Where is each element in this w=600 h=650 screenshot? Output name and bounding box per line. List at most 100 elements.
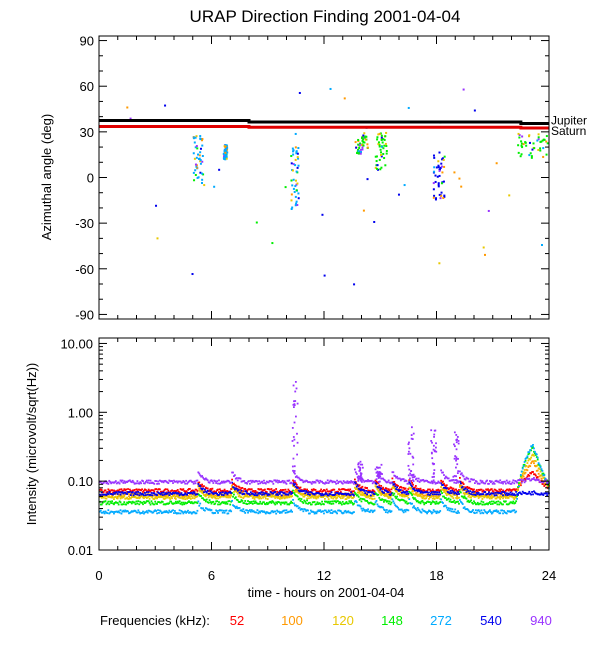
intensity-point: [358, 490, 361, 493]
intensity-point: [324, 489, 326, 492]
intensity-point: [486, 502, 488, 505]
intensity-point: [158, 511, 160, 514]
intensity-point: [277, 481, 279, 484]
intensity-point: [444, 488, 446, 491]
intensity-point: [389, 495, 392, 498]
intensity-point: [347, 488, 350, 491]
intensity-point: [143, 512, 145, 515]
intensity-point: [490, 480, 493, 483]
intensity-point: [174, 480, 177, 483]
intensity-point: [155, 488, 158, 490]
intensity-point: [390, 501, 393, 504]
intensity-point: [366, 492, 368, 494]
intensity-point: [453, 510, 456, 513]
azimuth-point: [524, 141, 527, 144]
intensity-point: [477, 491, 480, 494]
intensity-point: [168, 496, 171, 499]
intensity-point: [527, 466, 530, 469]
intensity-point: [360, 493, 363, 496]
intensity-point: [351, 481, 353, 484]
intensity-point: [309, 509, 312, 512]
intensity-burst-point: [456, 463, 459, 466]
intensity-point: [514, 480, 517, 482]
intensity-point: [511, 502, 514, 505]
intensity-point: [184, 501, 187, 504]
intensity-point: [324, 509, 326, 512]
intensity-point: [328, 480, 331, 483]
intensity-point: [375, 482, 378, 485]
azimuth-point: [376, 164, 379, 167]
intensity-point: [159, 480, 162, 482]
azimuth-point: [531, 148, 534, 151]
intensity-point: [177, 490, 180, 493]
intensity-point: [528, 451, 531, 454]
intensity-point: [284, 501, 287, 504]
intensity-point: [133, 492, 136, 495]
intensity-point: [515, 480, 518, 483]
intensity-point: [440, 479, 443, 482]
intensity-point: [300, 498, 303, 500]
intensity-point: [113, 481, 115, 484]
intensity-point: [456, 497, 458, 500]
intensity-point: [159, 501, 162, 504]
intensity-point: [224, 495, 227, 498]
intensity-point: [461, 481, 464, 484]
intensity-point: [269, 494, 272, 497]
intensity-point: [399, 489, 401, 492]
intensity-point: [243, 510, 246, 513]
intensity-point: [476, 494, 479, 497]
intensity-point: [169, 480, 172, 483]
intensity-point: [174, 500, 177, 503]
azimuth-point: [433, 166, 436, 169]
intensity-point: [144, 501, 147, 504]
intensity-point: [261, 494, 263, 497]
intensity-point: [495, 493, 498, 495]
intensity-point: [305, 490, 308, 492]
intensity-point: [181, 495, 184, 498]
intensity-point: [404, 495, 407, 498]
intensity-point: [115, 491, 118, 494]
azimuth-point: [378, 132, 381, 135]
intensity-point: [319, 490, 322, 492]
azimuth-point: [375, 160, 378, 163]
intensity-point: [180, 494, 183, 497]
intensity-point: [504, 500, 506, 503]
intensity-point: [156, 497, 158, 500]
intensity-point: [367, 501, 369, 504]
intensity-point: [204, 495, 207, 498]
intensity-series-272: [99, 444, 550, 515]
intensity-point: [321, 493, 323, 495]
intensity-point: [330, 489, 333, 492]
intensity-point: [346, 493, 349, 495]
intensity-point: [273, 510, 276, 513]
intensity-point: [366, 493, 368, 496]
intensity-point: [538, 480, 541, 483]
intensity-point: [407, 496, 410, 499]
intensity-point: [297, 492, 300, 495]
intensity-point: [304, 500, 307, 503]
azimuth-point: [528, 154, 531, 157]
intensity-point: [152, 492, 155, 494]
intensity-point: [410, 487, 413, 490]
azimuth-point: [440, 162, 443, 165]
azimuth-point: [223, 155, 226, 158]
azimuth-point: [440, 182, 443, 185]
intensity-point: [524, 459, 527, 462]
intensity-point: [227, 491, 230, 494]
intensity-point: [513, 482, 516, 485]
azimuth-point: [385, 131, 388, 134]
intensity-point: [426, 495, 428, 498]
intensity-point: [325, 495, 328, 498]
intensity-point: [100, 482, 103, 485]
intensity-point: [438, 491, 441, 494]
intensity-point: [163, 493, 166, 496]
intensity-point: [100, 489, 103, 491]
intensity-point: [393, 486, 396, 489]
intensity-point: [474, 503, 477, 506]
intensity-point: [374, 468, 377, 471]
azimuth-point: [460, 185, 463, 188]
intensity-point: [315, 503, 318, 505]
intensity-point: [106, 512, 109, 515]
intensity-point: [208, 489, 211, 492]
intensity-point: [545, 492, 548, 495]
